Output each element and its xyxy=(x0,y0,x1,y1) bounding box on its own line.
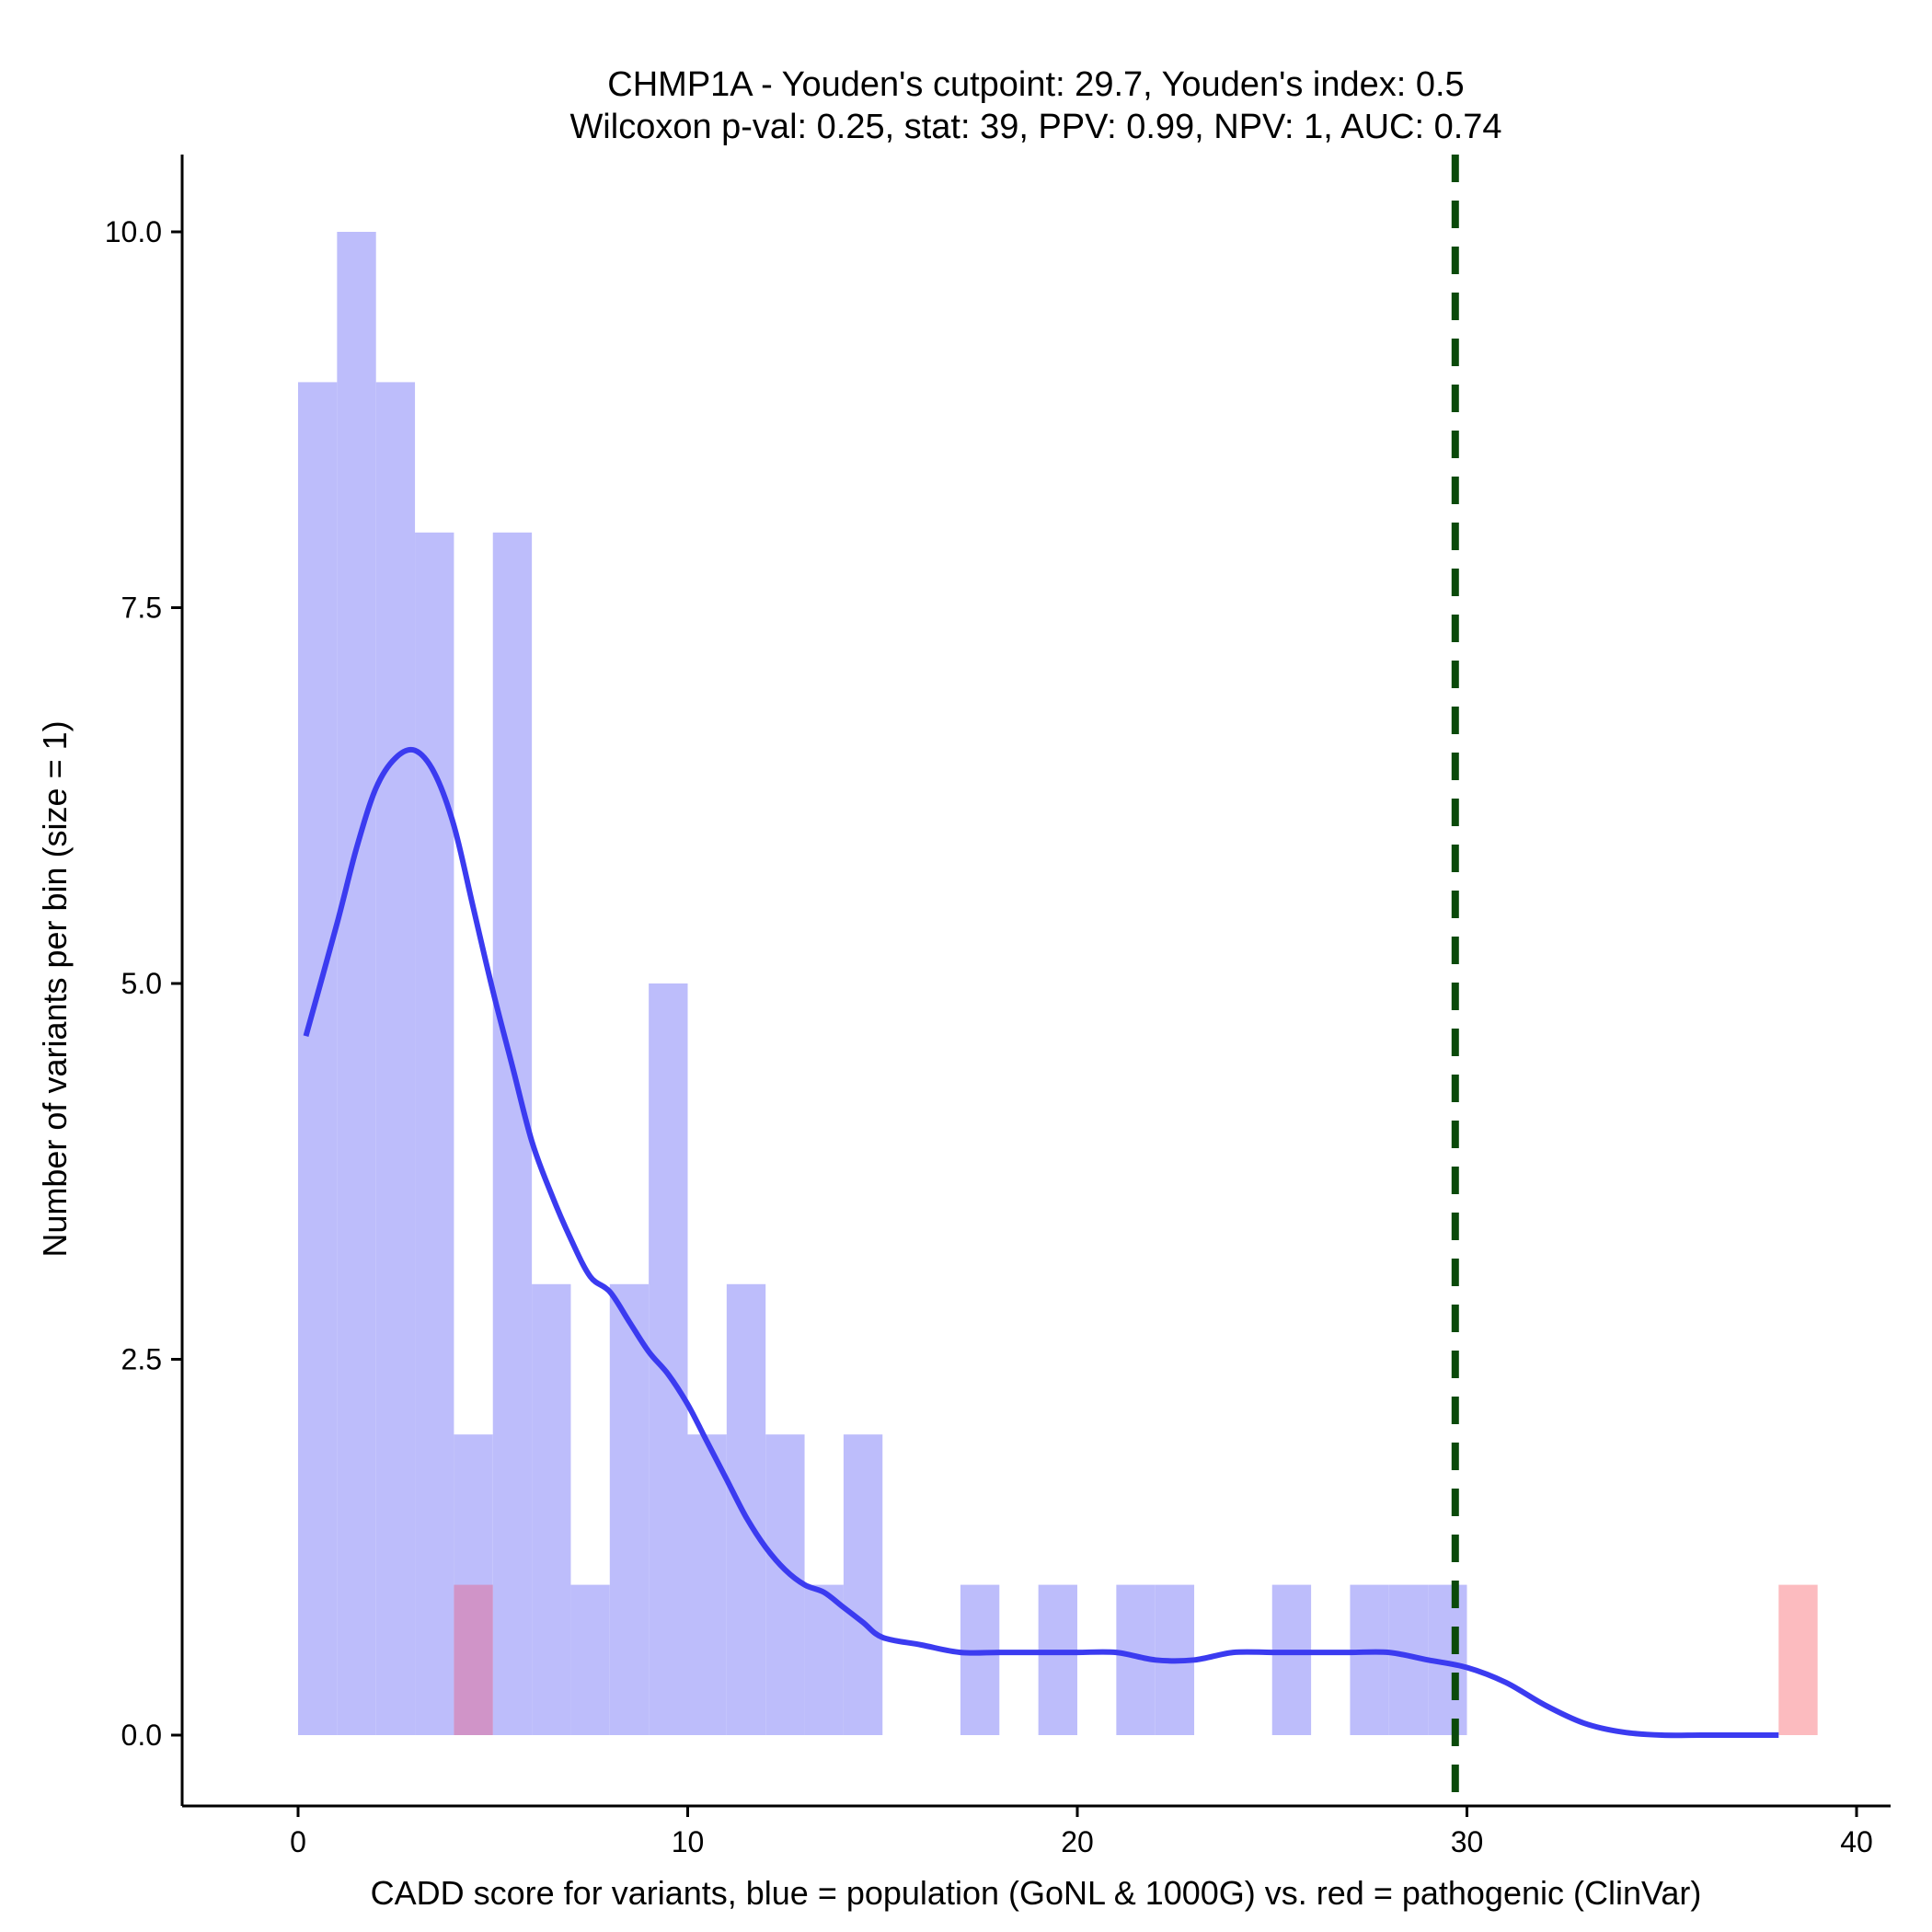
population-bar xyxy=(1271,1584,1312,1735)
x-axis-label: CADD score for variants, blue = populati… xyxy=(371,1874,1702,1912)
population-bar xyxy=(960,1584,1000,1735)
x-tick-label: 10 xyxy=(672,1825,705,1858)
population-bar xyxy=(337,232,376,1735)
population-bar xyxy=(1350,1584,1389,1735)
population-bar xyxy=(843,1434,883,1735)
x-tick-label: 0 xyxy=(290,1825,306,1858)
population-bar xyxy=(532,1283,571,1735)
chart-title-line2: Wilcoxon p-val: 0.25, stat: 39, PPV: 0.9… xyxy=(569,108,1501,146)
population-bar xyxy=(804,1584,844,1735)
y-tick-label: 5.0 xyxy=(121,967,162,1000)
y-tick-label: 0.0 xyxy=(121,1719,162,1752)
y-axis-label: Number of variants per bin (size = 1) xyxy=(36,720,74,1257)
chart-title-line1: CHMP1A - Youden's cutpoint: 29.7, Youden… xyxy=(607,65,1464,104)
x-tick-label: 20 xyxy=(1061,1825,1094,1858)
y-tick-label: 7.5 xyxy=(121,592,162,625)
histogram-bars xyxy=(298,232,1818,1735)
density-curve-line xyxy=(303,746,1779,1739)
pathogenic-bar xyxy=(1778,1584,1818,1735)
population-bar xyxy=(298,382,338,1735)
population-bar xyxy=(492,532,533,1735)
y-tick-label: 10.0 xyxy=(105,215,162,248)
axes: 0.0 2.5 5.0 7.5 10.0 0 10 20 30 40 xyxy=(105,155,1891,1858)
population-bar xyxy=(687,1434,727,1735)
x-tick-label: 40 xyxy=(1840,1825,1873,1858)
pathogenic-bar xyxy=(454,1584,493,1735)
density-curve-layer xyxy=(303,746,1779,1739)
population-bar xyxy=(726,1283,766,1735)
population-bar xyxy=(1038,1584,1077,1735)
population-bar xyxy=(609,1283,650,1735)
population-bar xyxy=(570,1584,610,1735)
x-tick-label: 30 xyxy=(1451,1825,1484,1858)
population-bar xyxy=(375,382,416,1735)
population-bar xyxy=(765,1434,805,1735)
y-tick-label: 2.5 xyxy=(121,1343,162,1376)
population-bar xyxy=(415,532,454,1735)
